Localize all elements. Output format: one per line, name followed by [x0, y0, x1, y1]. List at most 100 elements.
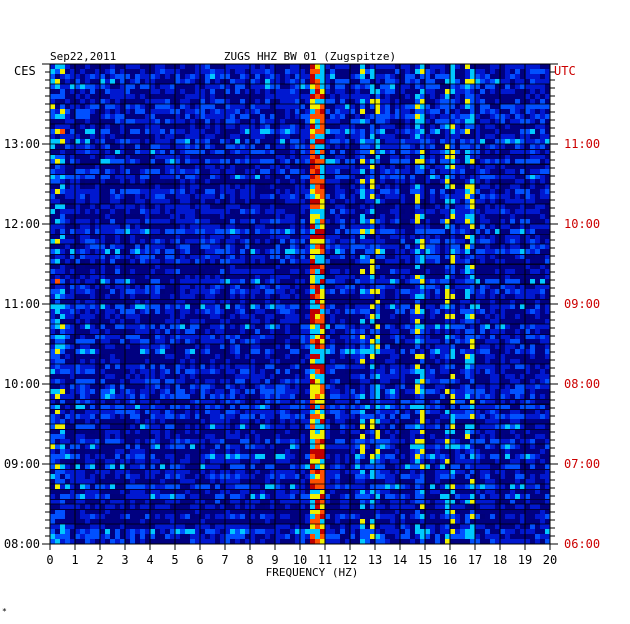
left-tick-label: 10:00 — [4, 377, 40, 391]
spectrogram-row — [50, 309, 550, 314]
spectrogram-row — [50, 169, 550, 174]
spectrogram-row — [50, 474, 550, 479]
spectrogram-row — [50, 139, 550, 144]
x-tick-label: 14 — [393, 553, 407, 567]
spectrogram-row — [50, 354, 550, 359]
frequency-axis: 0 1 2 3 4 5 6 7 8 9 10 11 12 13 14 15 16 17 18 19 20 — [46, 544, 557, 567]
x-tick-label: 8 — [246, 553, 253, 567]
spectrogram-row — [50, 539, 550, 544]
spectrogram-row — [55, 219, 550, 224]
spectrogram-row — [60, 214, 545, 219]
left-time-axis: 13:00 12:00 11:00 10:00 09:00 08:00 — [4, 63, 50, 551]
spectrogram-row — [50, 154, 550, 159]
spectrogram-row — [55, 339, 550, 344]
spectrogram-row — [50, 84, 550, 89]
spectrogram-row — [50, 449, 545, 454]
x-tick-label: 16 — [443, 553, 457, 567]
right-time-axis: 11:00 10:00 09:00 08:00 07:00 06:00 — [550, 63, 600, 551]
spectrogram-row — [50, 74, 550, 79]
x-tick-label: 12 — [343, 553, 357, 567]
spectrogram-row — [55, 484, 550, 489]
grid-lines — [50, 63, 550, 545]
x-axis-label: FREQUENCY (HZ) — [266, 566, 359, 579]
x-tick-label: 13 — [368, 553, 382, 567]
spectrogram-row — [50, 244, 550, 249]
spectrogram-row — [50, 259, 550, 264]
spectrogram-row — [50, 104, 550, 109]
spectrogram-row — [55, 184, 550, 189]
left-tick-label: 09:00 — [4, 457, 40, 471]
spectrogram-row — [50, 114, 550, 119]
spectrogram-row — [60, 504, 540, 509]
left-tick-label: 11:00 — [4, 297, 40, 311]
spectrogram-rows — [50, 64, 550, 544]
spectrogram-row — [50, 459, 545, 464]
spectrogram-row — [50, 294, 545, 299]
spectrogram-row — [50, 134, 550, 139]
spectrogram-row — [50, 369, 545, 374]
spectrogram-row — [50, 359, 535, 364]
spectrogram-row — [50, 464, 550, 469]
spectrogram-row — [50, 289, 545, 294]
spectrogram-row — [50, 319, 550, 324]
left-tick-label: 13:00 — [4, 137, 40, 151]
right-tick-label: 09:00 — [564, 297, 600, 311]
right-timezone-label: UTC — [554, 64, 576, 78]
spectrogram-row — [50, 494, 550, 499]
spectrogram-row — [50, 514, 550, 519]
spectrogram-row — [50, 229, 540, 234]
spectrogram-row — [50, 439, 550, 444]
chart-date: Sep22,2011 — [50, 50, 116, 63]
x-tick-label: 4 — [146, 553, 153, 567]
spectrogram-row — [50, 124, 545, 129]
spectrogram-row — [50, 349, 550, 354]
x-tick-label: 15 — [418, 553, 432, 567]
spectrogram-row — [50, 119, 545, 124]
footer-mark: * — [2, 607, 7, 616]
x-tick-label: 6 — [196, 553, 203, 567]
x-tick-label: 5 — [171, 553, 178, 567]
spectrogram-row — [50, 209, 540, 214]
spectrogram-row — [50, 279, 545, 284]
spectrogram-row — [50, 314, 540, 319]
x-tick-label: 19 — [518, 553, 532, 567]
left-tick-label: 12:00 — [4, 217, 40, 231]
spectrogram-row — [50, 389, 535, 394]
x-tick-label: 1 — [71, 553, 78, 567]
spectrogram-row — [65, 374, 550, 379]
spectrogram-row — [50, 344, 550, 349]
spectrogram-row — [50, 329, 540, 334]
chart-title: ZUGS HHZ BW 01 (Zugspitze) — [224, 50, 396, 63]
spectrogram-row — [50, 89, 550, 94]
spectrogram-row — [50, 269, 550, 274]
spectrogram-row — [50, 519, 545, 524]
x-tick-label: 18 — [493, 553, 507, 567]
spectrogram-row — [50, 79, 550, 84]
x-tick-label: 11 — [318, 553, 332, 567]
spectrogram-row — [50, 144, 545, 149]
spectrogram-row — [50, 414, 550, 419]
spectrogram-row — [50, 69, 550, 74]
x-tick-label: 17 — [468, 553, 482, 567]
spectrogram-row — [50, 394, 545, 399]
spectrogram-row — [50, 534, 550, 539]
spectrogram-row — [50, 379, 550, 384]
x-tick-label: 20 — [543, 553, 557, 567]
x-tick-label: 3 — [121, 553, 128, 567]
left-timezone-label: CES — [14, 64, 36, 78]
left-tick-label: 08:00 — [4, 537, 40, 551]
spectrogram-row — [50, 64, 540, 69]
x-tick-label: 0 — [46, 553, 53, 567]
spectrogram-row — [50, 94, 550, 99]
spectrogram-row — [50, 249, 540, 254]
spectrogram-row — [50, 129, 550, 134]
right-tick-label: 08:00 — [564, 377, 600, 391]
spectrogram-row — [50, 99, 545, 104]
spectrogram-row — [50, 434, 545, 439]
right-tick-label: 06:00 — [564, 537, 600, 551]
spectrogram-row — [50, 364, 550, 369]
spectrogram-row — [55, 479, 550, 484]
right-tick-label: 10:00 — [564, 217, 600, 231]
x-tick-label: 9 — [271, 553, 278, 567]
